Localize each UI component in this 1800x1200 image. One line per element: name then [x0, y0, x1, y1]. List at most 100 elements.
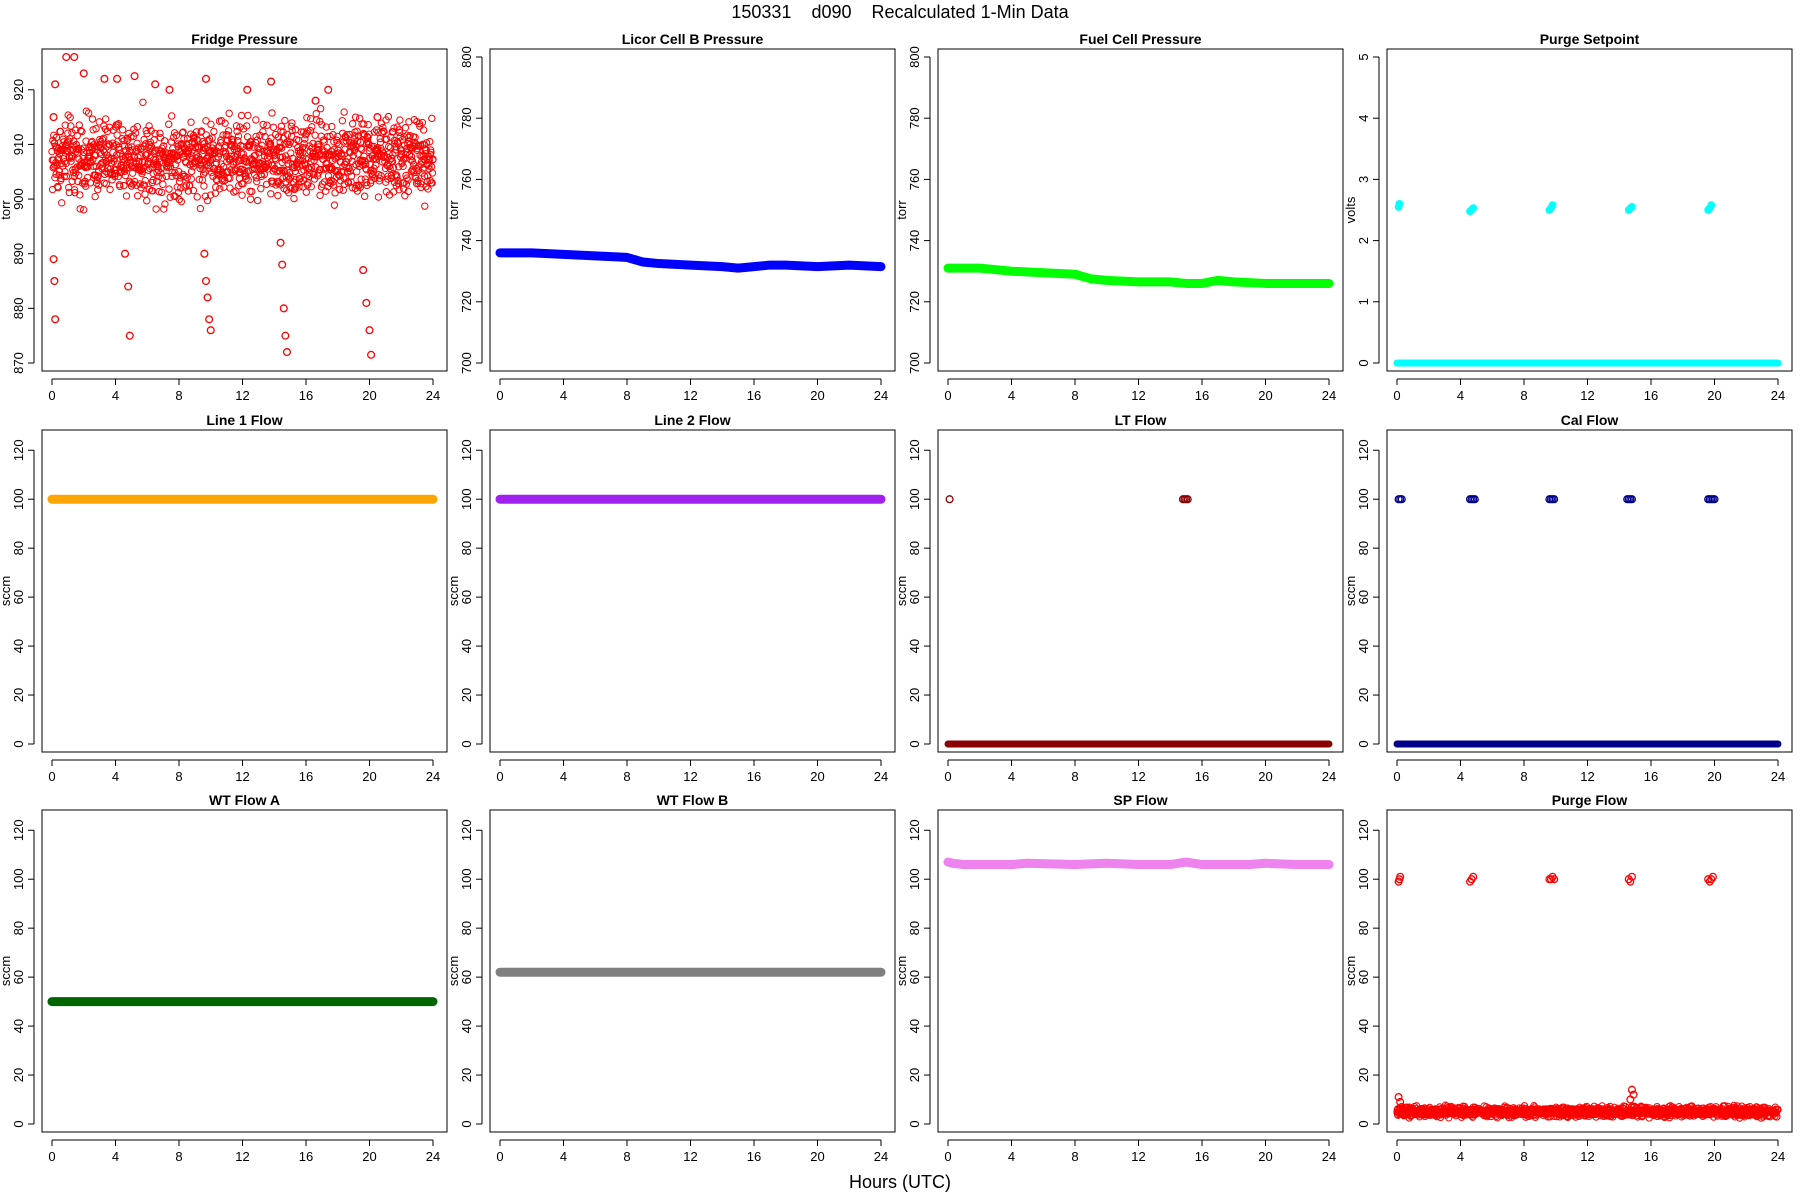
point: [329, 131, 337, 139]
x-tick-label: 0: [1393, 388, 1400, 403]
y-tick-label: 80: [907, 541, 922, 555]
point: [151, 129, 159, 138]
y-tick-label: 100: [1356, 868, 1371, 890]
point: [401, 191, 409, 200]
point: [157, 164, 165, 173]
point: [153, 177, 161, 185]
x-tick-label: 16: [299, 769, 313, 784]
x-tick-label: 4: [112, 769, 119, 784]
x-tick-label: 20: [362, 769, 376, 784]
point: [91, 192, 99, 201]
y-tick-label: 20: [907, 688, 922, 702]
point: [156, 129, 164, 137]
y-tick-label: 0: [459, 740, 474, 747]
data-marks: [943, 857, 1334, 870]
point: [224, 127, 233, 135]
y-tick-label: 720: [459, 291, 474, 313]
point: [285, 169, 294, 177]
y-tick-label: 720: [907, 291, 922, 313]
point: [159, 180, 167, 189]
panel-7: LT Flow 0 4 8 12 16 20 24 0 20 40 60 80 100 120 sccm: [894, 412, 1344, 784]
x-tick-label: 16: [299, 1149, 313, 1164]
plot-frame: [937, 429, 1344, 753]
point: [390, 124, 398, 132]
point: [395, 185, 403, 194]
point: [307, 163, 316, 172]
point: [1548, 201, 1557, 210]
x-tick-label: 12: [1131, 388, 1145, 403]
point: [395, 128, 404, 137]
point: [133, 191, 142, 200]
point: [267, 190, 275, 198]
point: [238, 191, 246, 199]
plot-frame: [937, 48, 1344, 372]
y-tick-label: 80: [1356, 541, 1371, 555]
point: [307, 182, 315, 191]
point: [411, 142, 419, 150]
y-tick-label: 890: [11, 243, 26, 265]
point: [123, 163, 132, 172]
x-tick-label: 4: [1008, 769, 1015, 784]
x-tick-label: 4: [112, 1149, 119, 1164]
point: [306, 169, 314, 177]
point: [49, 113, 58, 122]
plot-frame: [489, 48, 896, 372]
point: [286, 183, 294, 191]
point: [120, 142, 129, 150]
y-tick-label: 20: [11, 688, 26, 702]
point: [48, 147, 56, 156]
point: [362, 165, 371, 174]
point: [54, 183, 62, 192]
point: [51, 80, 60, 89]
point: [309, 139, 317, 148]
y-tick-label: 760: [459, 169, 474, 191]
point: [118, 134, 126, 143]
point: [200, 143, 208, 151]
point: [1774, 1105, 1782, 1114]
x-tick-label: 20: [362, 1149, 376, 1164]
point: [113, 160, 122, 168]
x-tick-label: 16: [747, 769, 761, 784]
point: [401, 123, 410, 132]
point: [73, 132, 81, 140]
y-tick-label: 2: [1356, 237, 1371, 244]
x-tick-label: 0: [944, 1149, 951, 1164]
plot-frame: [489, 809, 896, 1133]
point: [125, 331, 134, 340]
point: [50, 276, 59, 286]
point: [354, 150, 362, 158]
point: [361, 160, 370, 169]
y-tick-label: 100: [11, 488, 26, 510]
point: [74, 171, 83, 180]
point: [202, 117, 210, 125]
point: [232, 158, 240, 166]
plot-frame: [41, 48, 448, 372]
x-tick-label: 8: [1520, 769, 1527, 784]
point: [195, 175, 203, 184]
point: [244, 176, 252, 184]
point: [360, 120, 368, 128]
point: [196, 204, 205, 213]
x-tick-label: 24: [1322, 388, 1336, 403]
y-tick-label: 800: [907, 46, 922, 68]
point: [253, 196, 262, 205]
point: [55, 167, 64, 175]
y-tick-label: 120: [907, 439, 922, 461]
y-axis-label: torr: [0, 200, 13, 220]
point: [364, 120, 372, 129]
point: [338, 152, 346, 160]
x-tick-label: 12: [683, 1149, 697, 1164]
panel-title: Licor Cell B Pressure: [622, 31, 764, 47]
point: [283, 130, 292, 139]
x-tick-label: 24: [426, 769, 440, 784]
data-marks: [1393, 872, 1782, 1122]
y-tick-label: 60: [907, 590, 922, 604]
point: [311, 149, 320, 158]
point: [360, 192, 369, 200]
point: [295, 183, 303, 191]
point: [70, 52, 79, 62]
y-axis-label: sccm: [0, 956, 13, 986]
point: [1550, 495, 1559, 504]
